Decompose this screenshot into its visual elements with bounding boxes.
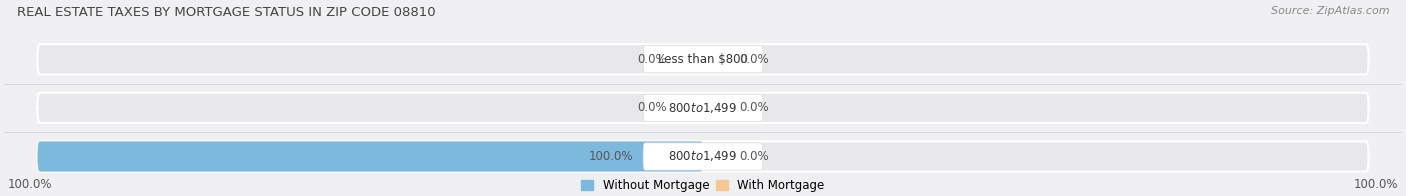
FancyBboxPatch shape <box>703 143 730 170</box>
FancyBboxPatch shape <box>38 93 1368 123</box>
Text: 0.0%: 0.0% <box>740 101 769 114</box>
Text: $800 to $1,499: $800 to $1,499 <box>668 101 738 115</box>
FancyBboxPatch shape <box>676 46 703 72</box>
FancyBboxPatch shape <box>676 95 703 121</box>
FancyBboxPatch shape <box>703 95 730 121</box>
Text: 0.0%: 0.0% <box>637 101 666 114</box>
FancyBboxPatch shape <box>703 46 730 72</box>
FancyBboxPatch shape <box>643 94 763 122</box>
FancyBboxPatch shape <box>643 46 763 73</box>
FancyBboxPatch shape <box>643 143 763 170</box>
Text: 0.0%: 0.0% <box>740 53 769 66</box>
FancyBboxPatch shape <box>38 44 1368 74</box>
Text: Source: ZipAtlas.com: Source: ZipAtlas.com <box>1271 6 1389 16</box>
Legend: Without Mortgage, With Mortgage: Without Mortgage, With Mortgage <box>581 179 825 192</box>
FancyBboxPatch shape <box>38 142 1368 172</box>
Text: 100.0%: 100.0% <box>1354 178 1399 191</box>
Text: 0.0%: 0.0% <box>637 53 666 66</box>
Text: 100.0%: 100.0% <box>7 178 52 191</box>
FancyBboxPatch shape <box>38 142 703 172</box>
Text: Less than $800: Less than $800 <box>658 53 748 66</box>
Text: REAL ESTATE TAXES BY MORTGAGE STATUS IN ZIP CODE 08810: REAL ESTATE TAXES BY MORTGAGE STATUS IN … <box>17 6 436 19</box>
Text: $800 to $1,499: $800 to $1,499 <box>668 150 738 163</box>
Text: 0.0%: 0.0% <box>740 150 769 163</box>
Text: 100.0%: 100.0% <box>589 150 633 163</box>
